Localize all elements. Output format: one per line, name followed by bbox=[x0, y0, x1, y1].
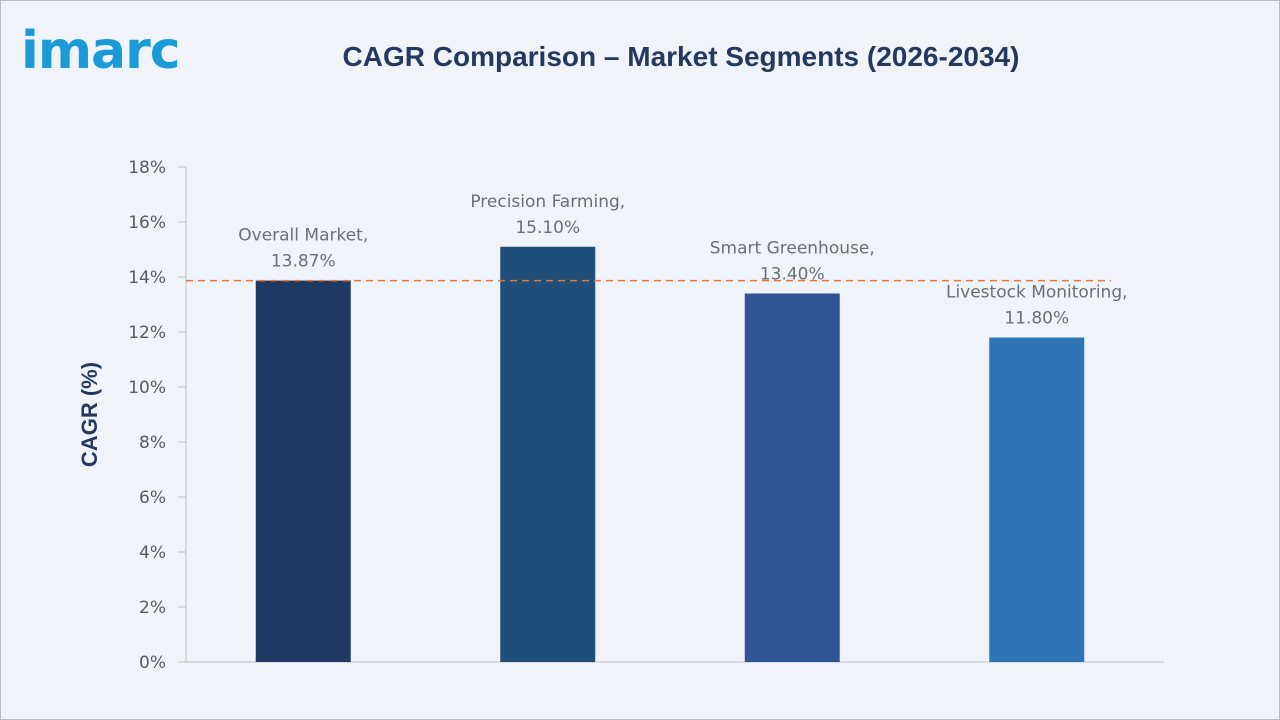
y-tick-label: 18% bbox=[128, 158, 166, 178]
data-label-category: Livestock Monitoring, bbox=[946, 283, 1128, 303]
y-tick-label: 16% bbox=[128, 213, 166, 233]
imarc-logo: imarc bbox=[21, 21, 181, 81]
y-tick-label: 8% bbox=[139, 433, 166, 453]
y-tick-label: 14% bbox=[128, 268, 166, 288]
data-label-value: 11.80% bbox=[1004, 309, 1069, 329]
y-tick-label: 2% bbox=[139, 598, 166, 618]
bar-precision-farming bbox=[500, 246, 596, 662]
data-label-value: 13.87% bbox=[271, 252, 336, 272]
data-label-value: 15.10% bbox=[515, 218, 580, 238]
y-tick-label: 4% bbox=[139, 543, 166, 563]
data-label-category: Smart Greenhouse, bbox=[710, 239, 875, 259]
y-tick-label: 6% bbox=[139, 488, 166, 508]
y-tick-label: 12% bbox=[128, 323, 166, 343]
y-axis-title: CAGR (%) bbox=[77, 362, 102, 467]
bar-smart-greenhouse bbox=[744, 293, 840, 662]
bar-livestock-monitoring bbox=[989, 337, 1085, 662]
data-label-value: 13.40% bbox=[760, 265, 825, 285]
bar-overall-market bbox=[255, 280, 351, 662]
data-label-category: Overall Market, bbox=[238, 226, 368, 246]
y-tick-label: 10% bbox=[128, 378, 166, 398]
data-label-category: Precision Farming, bbox=[470, 192, 625, 212]
chart-title: CAGR Comparison – Market Segments (2026-… bbox=[342, 41, 1020, 72]
y-tick-label: 0% bbox=[139, 653, 166, 673]
